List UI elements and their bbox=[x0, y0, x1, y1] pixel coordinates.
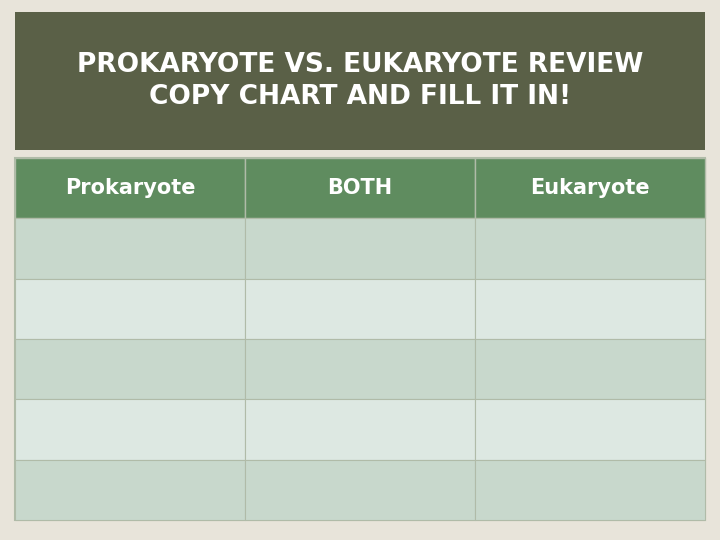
FancyBboxPatch shape bbox=[245, 218, 475, 279]
FancyBboxPatch shape bbox=[245, 279, 475, 339]
Text: Eukaryote: Eukaryote bbox=[530, 178, 650, 198]
FancyBboxPatch shape bbox=[15, 158, 705, 520]
FancyBboxPatch shape bbox=[475, 400, 705, 460]
FancyBboxPatch shape bbox=[15, 400, 245, 460]
FancyBboxPatch shape bbox=[15, 218, 245, 279]
FancyBboxPatch shape bbox=[15, 158, 245, 218]
FancyBboxPatch shape bbox=[245, 339, 475, 400]
Text: Prokaryote: Prokaryote bbox=[65, 178, 195, 198]
FancyBboxPatch shape bbox=[475, 218, 705, 279]
Text: BOTH: BOTH bbox=[328, 178, 392, 198]
FancyBboxPatch shape bbox=[475, 279, 705, 339]
FancyBboxPatch shape bbox=[475, 460, 705, 520]
FancyBboxPatch shape bbox=[15, 279, 245, 339]
FancyBboxPatch shape bbox=[245, 158, 475, 218]
FancyBboxPatch shape bbox=[475, 158, 705, 218]
FancyBboxPatch shape bbox=[245, 400, 475, 460]
FancyBboxPatch shape bbox=[15, 460, 245, 520]
FancyBboxPatch shape bbox=[15, 12, 705, 150]
Text: PROKARYOTE VS. EUKARYOTE REVIEW: PROKARYOTE VS. EUKARYOTE REVIEW bbox=[77, 52, 643, 78]
Text: COPY CHART AND FILL IT IN!: COPY CHART AND FILL IT IN! bbox=[149, 84, 571, 110]
FancyBboxPatch shape bbox=[245, 460, 475, 520]
FancyBboxPatch shape bbox=[15, 339, 245, 400]
FancyBboxPatch shape bbox=[475, 339, 705, 400]
